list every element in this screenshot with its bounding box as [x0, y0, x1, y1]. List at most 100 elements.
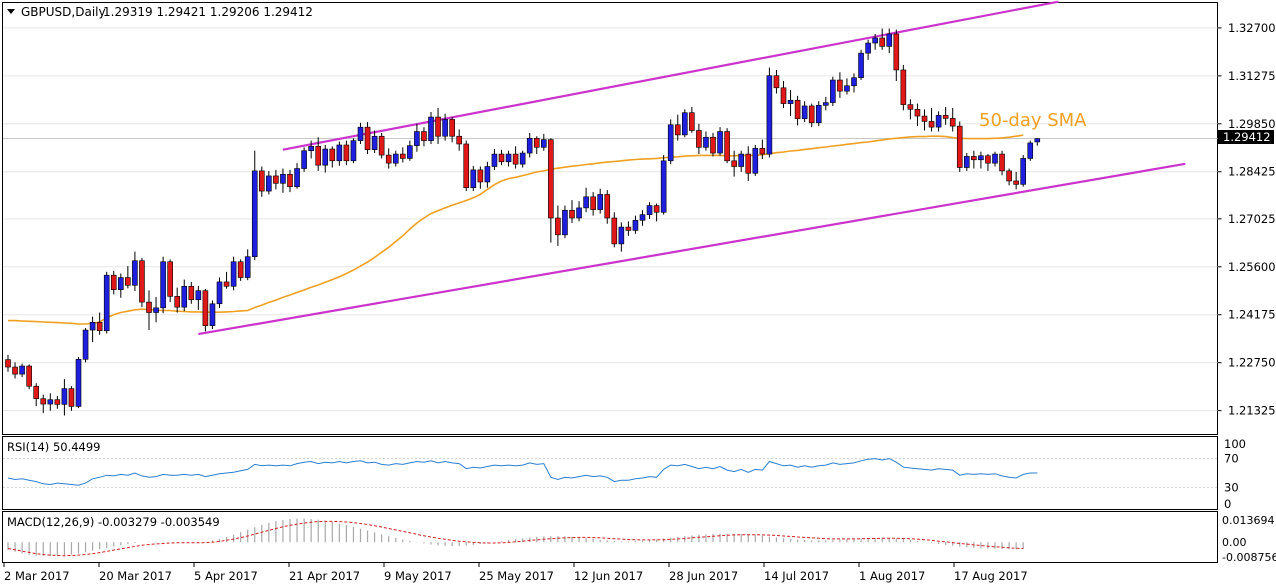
macd-panel-frame[interactable]	[2, 511, 1218, 563]
candle-body	[301, 150, 307, 169]
candle-body	[992, 153, 998, 164]
candle-body	[710, 136, 716, 154]
macd-layer: 0.013694 0.00 -0.008756	[7, 514, 1276, 564]
candle-body	[576, 207, 582, 219]
candle-body	[456, 135, 463, 145]
candle-body	[724, 131, 730, 162]
candle-body	[569, 209, 575, 219]
candle-body	[378, 135, 385, 156]
candle-body	[407, 145, 413, 159]
candle-body	[442, 119, 448, 137]
candle-body	[392, 153, 399, 164]
candle-body	[280, 173, 286, 184]
candle-body	[273, 175, 279, 184]
candle-body	[82, 329, 89, 360]
candle-body	[19, 365, 25, 375]
candle-body	[315, 146, 322, 166]
candle-body	[717, 131, 723, 154]
channel-lines	[198, 0, 1186, 336]
candle-body	[118, 277, 124, 290]
candle-body	[548, 139, 554, 219]
candle-body	[858, 52, 864, 78]
candle-body	[745, 153, 752, 174]
candle-body	[674, 124, 681, 136]
candle-body	[125, 277, 131, 286]
price-tick-label: 1.25600	[1228, 260, 1276, 274]
candle-body	[653, 205, 660, 213]
rsi-panel-frame[interactable]	[2, 436, 1218, 510]
candle-body	[632, 220, 639, 231]
candle-body	[830, 79, 836, 103]
candle-body	[963, 156, 970, 168]
candle-body	[886, 33, 893, 47]
candle-body	[646, 205, 653, 215]
candle-body	[251, 170, 258, 257]
candle-body	[96, 321, 103, 332]
candle-body	[195, 290, 202, 301]
candle-body	[851, 77, 857, 87]
candle-body	[844, 85, 850, 92]
candle-body	[322, 148, 329, 166]
candle-body	[639, 214, 646, 221]
symbol-label: GBPUSD,Daily	[21, 5, 106, 19]
candle-body	[949, 118, 956, 127]
candle-body	[153, 307, 159, 313]
ohlc-values: 1.29319 1.29421 1.29206 1.29412	[103, 5, 313, 19]
candle-body	[731, 160, 737, 167]
candle-body	[414, 131, 420, 146]
candle-body	[484, 166, 491, 183]
rsi-tick-label: 0	[1224, 497, 1231, 511]
candle-body	[689, 112, 695, 131]
candle-body	[555, 217, 561, 236]
candle-body	[971, 156, 977, 161]
price-tick-label: 1.22750	[1228, 356, 1276, 370]
candle-body	[350, 140, 357, 162]
candle-body	[132, 260, 138, 286]
candle-body	[766, 75, 773, 155]
price-tick-label: 1.27025	[1228, 212, 1276, 226]
channel-upper-line	[282, 0, 1059, 151]
candle-body	[371, 135, 378, 150]
candle-body	[597, 194, 604, 210]
candle-body	[470, 169, 477, 189]
candle-body	[258, 170, 265, 192]
candle-body	[752, 148, 759, 174]
price-axis: 1.32700 1.31275 1.29850 1.28425 1.27025 1.256…	[1217, 21, 1276, 418]
collapse-triangle-icon[interactable]	[7, 9, 15, 14]
candle-body	[287, 173, 293, 188]
candle-body	[562, 209, 568, 236]
candle-body	[773, 75, 780, 89]
candle-body	[696, 130, 702, 148]
candle-body	[89, 321, 96, 331]
date-tick-label: 20 Mar 2017	[99, 569, 172, 583]
date-tick-label: 17 Aug 2017	[954, 569, 1028, 583]
grid	[3, 27, 1218, 412]
candle-body	[223, 281, 230, 287]
candle-body	[181, 285, 188, 308]
candle-body	[188, 285, 195, 301]
candle-body	[787, 99, 794, 104]
candle-body	[879, 37, 886, 47]
candle-body	[928, 121, 935, 128]
candle-body	[421, 131, 427, 141]
candle-body	[738, 153, 745, 167]
candle-body	[230, 261, 237, 287]
date-tick-label: 14 Jul 2017	[764, 569, 829, 583]
candle-body	[808, 105, 815, 124]
candle-body	[160, 261, 166, 309]
candle-body	[498, 153, 505, 163]
candle-body	[540, 139, 547, 148]
price-tick-label: 1.24175	[1228, 308, 1276, 322]
candle-body	[343, 144, 350, 162]
candle-body	[583, 196, 589, 209]
date-tick-label: 2 Mar 2017	[4, 569, 70, 583]
price-tick-label: 1.29850	[1228, 117, 1276, 131]
date-tick-label: 28 Jun 2017	[669, 569, 738, 583]
candle-body	[47, 399, 54, 405]
candle-body	[907, 104, 914, 110]
rsi-line	[7, 458, 1038, 486]
candle-body	[237, 261, 244, 278]
candle-body	[900, 69, 907, 105]
candles	[5, 28, 1041, 416]
